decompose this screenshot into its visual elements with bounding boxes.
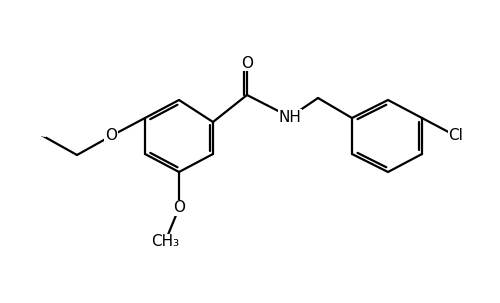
Text: O: O [105, 128, 117, 144]
Text: NH: NH [278, 109, 301, 125]
Text: O: O [173, 201, 185, 215]
Text: O: O [241, 55, 253, 71]
Text: CH₃: CH₃ [151, 235, 179, 249]
Text: ethoxy: ethoxy [40, 135, 46, 137]
Text: Cl: Cl [448, 128, 464, 144]
